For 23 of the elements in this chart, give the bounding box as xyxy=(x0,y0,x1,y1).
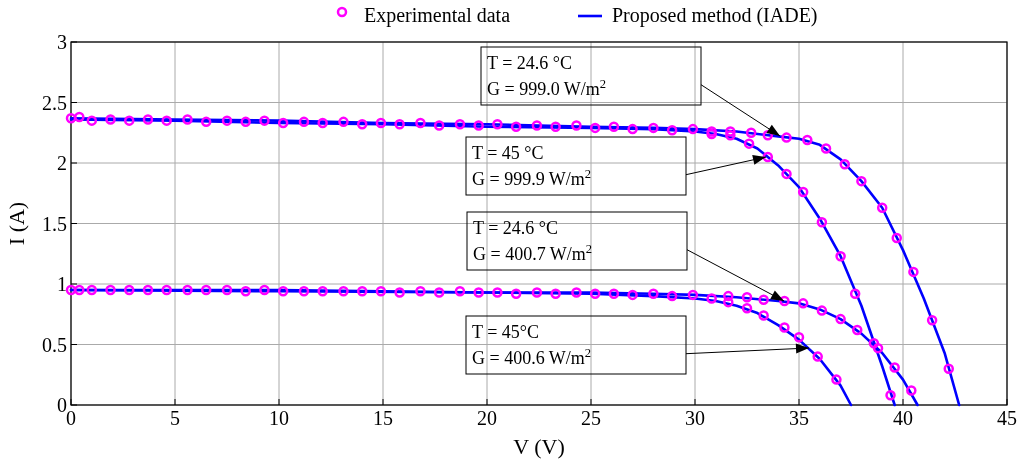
y-tick-label: 3 xyxy=(57,31,67,53)
annotation: T = 24.6 °C G = 999.0 W/m$^{2}$ xyxy=(487,53,607,99)
y-tick-label: 1 xyxy=(57,273,67,295)
annotation: T = 24.6 °C G = 400.7 W/m$^{2}$ xyxy=(473,218,593,264)
y-tick-label: 2.5 xyxy=(42,91,67,114)
x-tick-label: 30 xyxy=(685,407,705,429)
x-axis-title: V (V) xyxy=(513,434,565,459)
x-tick-label: 40 xyxy=(893,407,913,429)
legend-label: Experimental data xyxy=(364,4,511,27)
x-tick-label: 10 xyxy=(269,407,289,429)
y-tick-label: 0.5 xyxy=(42,333,67,356)
legend-label: Proposed method (IADE) xyxy=(612,4,818,27)
x-tick-label: 5 xyxy=(170,407,180,429)
annotation: T = 45 °C G = 999.9 W/m$^{2}$ xyxy=(472,143,592,189)
x-tick-label: 45 xyxy=(997,407,1017,429)
x-tick-label: 25 xyxy=(581,407,601,429)
x-tick-label: 20 xyxy=(477,407,497,429)
annotation: T = 45°C G = 400.6 W/m$^{2}$ xyxy=(472,322,592,368)
x-tick-label: 35 xyxy=(789,407,809,429)
y-tick-label: 2 xyxy=(57,152,67,174)
y-axis-title: I (A) xyxy=(4,201,29,246)
x-tick-label: 15 xyxy=(373,407,393,429)
y-tick-label: 1.5 xyxy=(42,212,67,235)
